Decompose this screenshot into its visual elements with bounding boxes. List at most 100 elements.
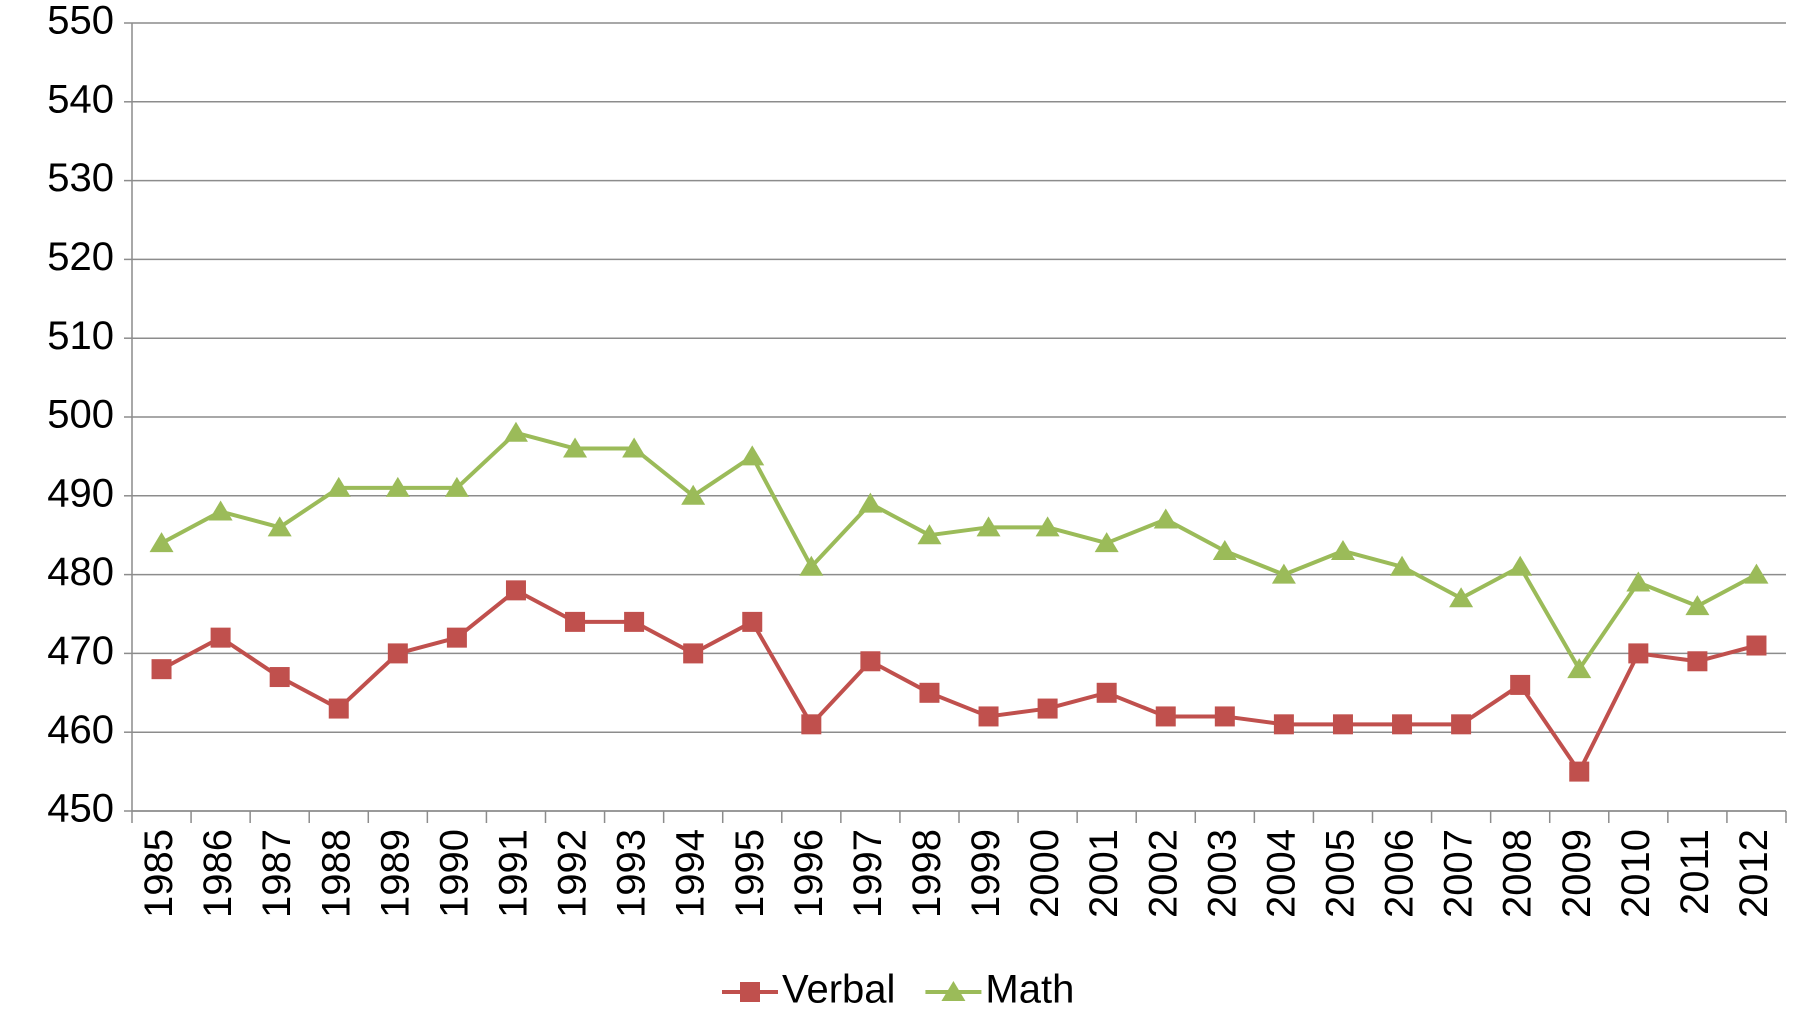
x-tick-label: 1991 (492, 829, 536, 918)
data-point (1332, 714, 1353, 735)
data-point (1330, 539, 1355, 560)
x-tick-label: 2009 (1555, 829, 1599, 918)
x-tick-label: 2001 (1082, 829, 1126, 918)
legend-label: Verbal (782, 968, 895, 1012)
legend-marker (941, 981, 966, 1001)
y-tick-label: 460 (47, 708, 114, 752)
x-tick-label: 1995 (728, 829, 772, 918)
legend-item: Verbal (722, 968, 895, 1012)
data-point (1510, 674, 1531, 695)
data-point (1212, 539, 1237, 560)
data-point (210, 627, 231, 648)
y-tick-label: 480 (47, 550, 114, 594)
data-point (978, 706, 999, 727)
data-point (622, 437, 647, 458)
data-point (1628, 643, 1649, 664)
x-tick-label: 1998 (905, 829, 949, 918)
y-tick-label: 550 (47, 0, 114, 43)
data-point (385, 476, 410, 497)
x-tick-label: 1990 (432, 829, 476, 918)
y-tick-label: 470 (47, 629, 114, 673)
x-tick-label: 2008 (1496, 829, 1540, 918)
y-tick-label: 540 (47, 77, 114, 121)
data-point (563, 437, 588, 458)
x-tick-label: 2004 (1259, 829, 1303, 918)
data-point (269, 667, 290, 688)
data-point (1155, 706, 1176, 727)
legend-item: Math (925, 968, 1074, 1012)
data-point (1035, 516, 1060, 537)
data-point (1508, 555, 1533, 576)
x-tick-label: 2010 (1614, 829, 1658, 918)
y-tick-label: 450 (47, 787, 114, 831)
data-point (1746, 635, 1767, 656)
data-point (1744, 563, 1769, 584)
data-point (1449, 587, 1474, 608)
x-tick-label: 1997 (846, 829, 890, 918)
y-tick-label: 520 (47, 235, 114, 279)
data-point (505, 580, 526, 601)
data-point (1685, 595, 1710, 616)
data-point (444, 476, 469, 497)
y-tick-label: 490 (47, 471, 114, 515)
x-tick-label: 1996 (787, 829, 831, 918)
x-tick-label: 1988 (314, 829, 358, 918)
x-tick-label: 1989 (373, 829, 417, 918)
data-point (151, 659, 172, 680)
data-point (328, 698, 349, 719)
data-point (1451, 714, 1472, 735)
data-point (858, 492, 883, 513)
data-point (1390, 555, 1415, 576)
x-tick-label: 2002 (1141, 829, 1185, 918)
series-line (160, 588, 1757, 774)
data-point (1567, 658, 1592, 679)
data-point (976, 516, 1001, 537)
data-point (624, 611, 645, 632)
y-tick-label: 500 (47, 393, 114, 437)
data-point (1273, 714, 1294, 735)
data-point (1153, 508, 1178, 529)
data-point (1094, 532, 1119, 553)
data-point (919, 682, 940, 703)
data-point (1687, 651, 1708, 672)
x-tick-label: 2012 (1732, 829, 1776, 918)
data-point (1271, 563, 1296, 584)
data-point (1037, 698, 1058, 719)
data-point (387, 643, 408, 664)
data-point (149, 532, 174, 553)
y-tick-label: 510 (47, 314, 114, 358)
x-tick-label: 1993 (610, 829, 654, 918)
data-point (740, 445, 765, 466)
data-point (1392, 714, 1413, 735)
x-tick-label: 2011 (1673, 829, 1717, 915)
x-tick-label: 1992 (551, 829, 595, 918)
legend-label: Math (985, 968, 1074, 1012)
legend-marker (740, 982, 760, 1002)
data-point (565, 611, 586, 632)
data-point (267, 516, 292, 537)
data-point (503, 421, 528, 442)
data-point (1214, 706, 1235, 727)
x-tick-label: 2006 (1378, 829, 1422, 918)
x-tick-label: 2005 (1319, 829, 1363, 918)
data-point (1096, 682, 1117, 703)
data-point (799, 555, 824, 576)
data-point (681, 484, 706, 505)
data-point (446, 627, 467, 648)
data-point (917, 524, 942, 545)
data-point (208, 500, 233, 521)
data-point (1626, 571, 1651, 592)
x-tick-label: 1999 (964, 829, 1008, 918)
data-point (801, 714, 822, 735)
y-tick-label: 530 (47, 156, 114, 200)
data-point (860, 651, 881, 672)
x-tick-label: 2003 (1200, 829, 1244, 918)
x-tick-label: 1985 (137, 829, 181, 918)
series-line (160, 430, 1758, 672)
x-tick-label: 2007 (1437, 829, 1481, 918)
data-point (683, 643, 704, 664)
x-tick-label: 1986 (196, 829, 240, 918)
data-point (742, 611, 763, 632)
x-tick-label: 1987 (255, 829, 299, 918)
